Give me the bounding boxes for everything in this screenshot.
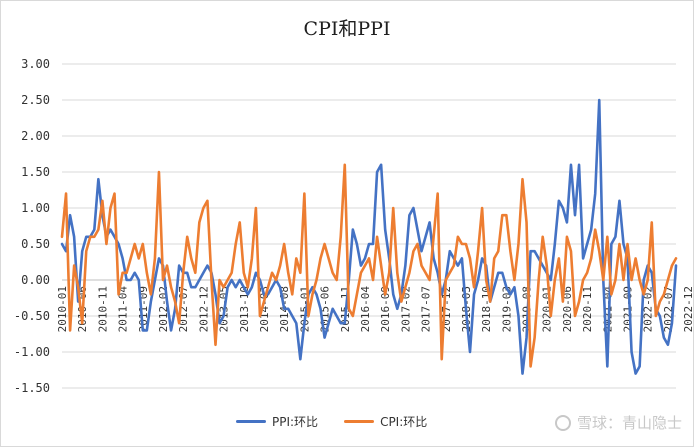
legend-label-ppi: PPI:环比 [272, 415, 319, 429]
chart-title: CPI和PPI [303, 18, 391, 40]
y-tick-label: -0.50 [14, 309, 50, 323]
y-tick-label: 1.50 [21, 165, 50, 179]
x-tick-label: 2022-02 [642, 286, 655, 332]
y-tick-label: -1.00 [14, 345, 50, 359]
watermark: 雪球：青山隐士 [554, 412, 682, 433]
x-tick-label: 2010-01 [56, 286, 69, 332]
legend-label-cpi: CPI:环比 [380, 415, 428, 429]
x-tick-label: 2020-11 [581, 286, 594, 332]
y-tick-label: 2.00 [21, 129, 50, 143]
x-tick-label: 2012-12 [197, 286, 210, 332]
y-tick-label: 3.00 [21, 57, 50, 71]
legend-swatch-ppi [236, 420, 266, 423]
y-tick-label: 1.00 [21, 201, 50, 215]
watermark-text: 雪球：青山隐士 [576, 414, 682, 432]
y-tick-label: 0.50 [21, 237, 50, 251]
x-tick-label: 2016-09 [379, 286, 392, 332]
snowball-logo-icon [554, 414, 571, 431]
x-tick-label: 2019-03 [500, 286, 513, 332]
chart-legend: PPI:环比 CPI:环比 [236, 413, 427, 430]
legend-swatch-cpi [344, 420, 375, 423]
x-tick-label: 2011-04 [117, 286, 130, 333]
legend-item-ppi: PPI:环比 [236, 413, 318, 430]
x-tick-label: 2016-04 [359, 286, 372, 333]
series-line-cpi [60, 163, 678, 368]
legend-item-cpi: CPI:环比 [344, 413, 427, 430]
y-tick-label: -1.50 [14, 381, 50, 395]
x-tick-label: 2010-11 [96, 286, 109, 332]
x-tick-label: 2013-10 [238, 286, 251, 332]
x-tick-label: 2014-03 [258, 286, 271, 332]
x-tick-label: 2022-12 [682, 286, 694, 332]
y-tick-label: 2.50 [21, 93, 50, 107]
x-tick-label: 2017-07 [420, 286, 433, 332]
y-tick-label: 0.00 [21, 273, 50, 287]
